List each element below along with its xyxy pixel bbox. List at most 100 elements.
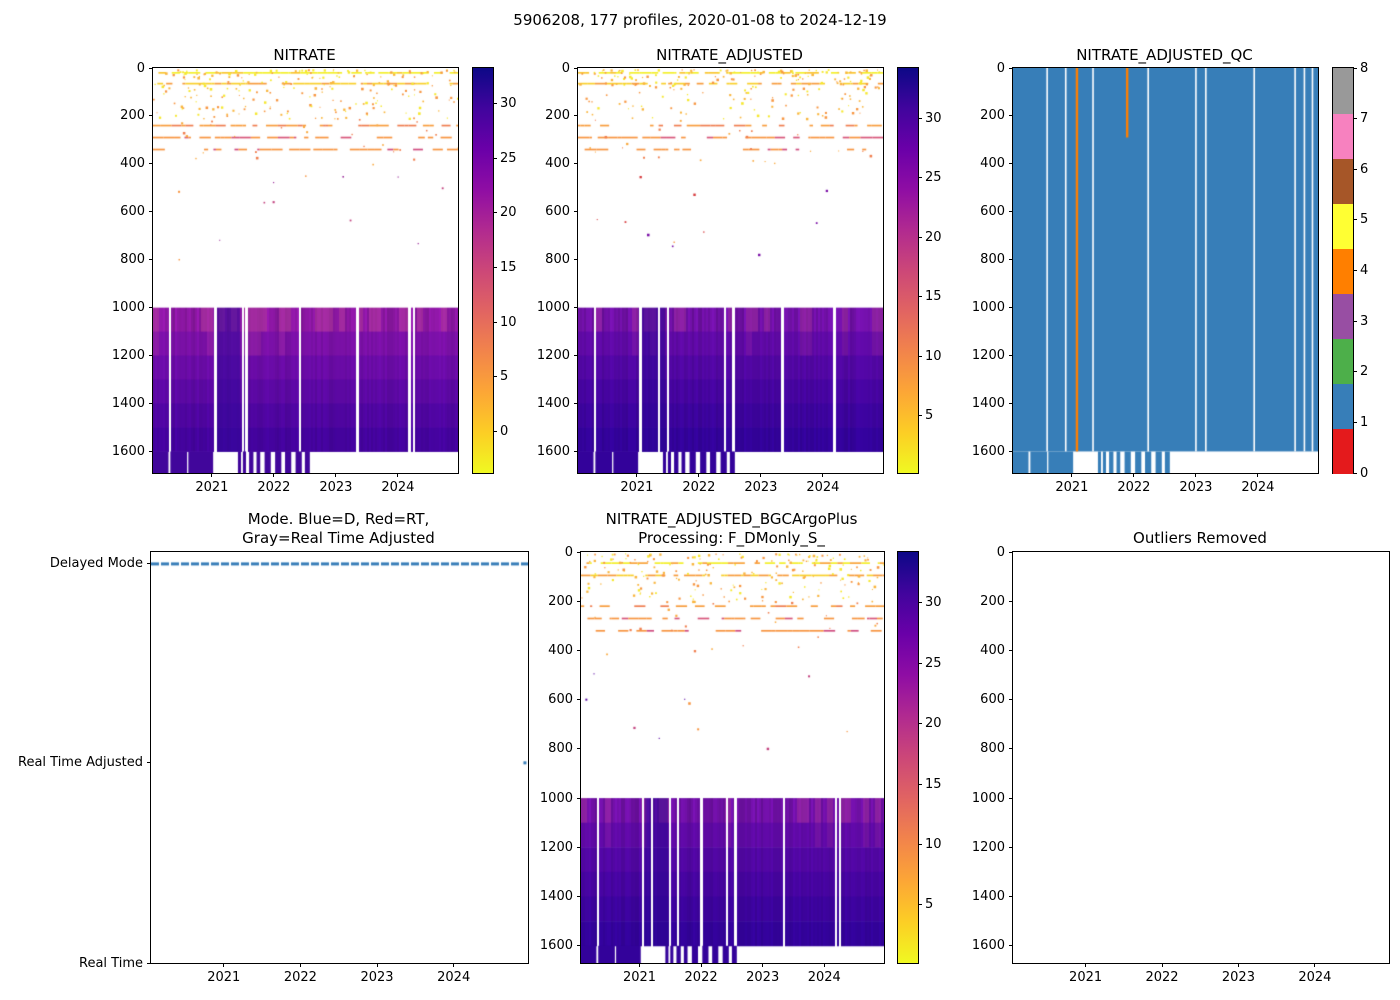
colorbar-tick	[1353, 219, 1357, 221]
y-tick-label: 0	[996, 60, 1005, 76]
y-tick-label: 1400	[971, 396, 1005, 411]
plot-title-nitrate: NITRATE	[273, 46, 336, 64]
colorbar-tick	[1353, 320, 1357, 322]
x-tick-label: 2022	[257, 480, 291, 495]
y-tick-label: 1400	[111, 396, 145, 411]
x-tick	[639, 963, 640, 967]
y-tick	[574, 355, 578, 357]
y-tick-label: 1400	[539, 889, 573, 905]
plot-area-mode: 2021 2022 2023 2024 Delayed Mode Real Time Ad…	[18, 551, 529, 985]
y-tick	[1009, 355, 1013, 357]
y-tick	[1009, 450, 1013, 452]
colorbar-tick	[1353, 472, 1357, 474]
y-tick	[149, 163, 153, 165]
x-tick-label: 2021	[1069, 970, 1103, 985]
x-tick	[453, 963, 455, 967]
y-tick	[577, 896, 581, 898]
x-tick	[636, 473, 638, 477]
plot-area-nitrate-adjusted: 2021 2022 2023 2024 0 200 400 600 800 1000 1200 140…	[537, 61, 884, 495]
y-tick	[1009, 649, 1013, 651]
y-tick-label: 600	[545, 204, 570, 220]
y-tick	[1009, 797, 1013, 799]
colorbar-tick	[918, 296, 922, 298]
y-category-label: Real Time Adjusted	[18, 755, 143, 771]
colorbar-tick	[918, 236, 922, 238]
x-tick	[698, 473, 700, 477]
y-tick	[574, 259, 578, 261]
plot-area-nitrate: 2021 2022 2023 2024 0 200 400 600 800 1000 1200 140…	[112, 61, 459, 495]
plot-title-bgcargoplus: NITRATE_ADJUSTED_BGCArgoPlus Processing:…	[605, 510, 858, 547]
colorbar-tick-label: 0	[500, 423, 509, 439]
colorbar-tick	[918, 904, 922, 906]
colorbar-tick-label: 20	[925, 229, 942, 245]
plot-area-outliers-removed: 2021 2022 2023 2024 0 200 400 600 800 1000 1200 140…	[972, 545, 1390, 985]
colorbar-qc-flags: 0 1 2 3 4 5 6 7 8	[1332, 61, 1368, 481]
y-tick-label: 0	[996, 544, 1005, 560]
y-tick	[149, 450, 153, 452]
x-tick-label: 2024	[381, 480, 415, 495]
y-tick	[147, 563, 151, 565]
y-tick-label: 400	[548, 642, 573, 658]
y-tick	[1009, 699, 1013, 701]
y-category-label: Delayed Mode	[49, 556, 143, 572]
y-tick-label: 600	[980, 204, 1005, 220]
y-tick-label: 800	[548, 741, 573, 757]
x-tick-label: 2023	[360, 970, 394, 985]
y-tick-label: 1000	[111, 300, 145, 316]
y-tick-label: 400	[545, 156, 570, 172]
y-tick	[149, 403, 153, 404]
colorbar-tick-label: 2	[1360, 364, 1369, 380]
x-tick	[299, 963, 301, 967]
colorbar-tick-label: 8	[1360, 60, 1369, 76]
x-tick-label: 2022	[1145, 970, 1179, 985]
x-tick	[1071, 473, 1073, 477]
colorbar-tick	[1353, 270, 1357, 271]
y-category-label: Real Time	[79, 955, 143, 971]
colorbar-tick	[493, 103, 497, 105]
colorbar-tick-label: 30	[500, 96, 517, 112]
colorbar-tick-label: 5	[1360, 212, 1369, 228]
qc-flag-color-7	[1333, 113, 1353, 159]
x-tick-label: 2022	[283, 970, 317, 985]
y-tick	[147, 762, 151, 764]
y-tick-label: 1000	[539, 790, 573, 806]
y-tick	[577, 600, 581, 602]
colorbar-nitrate-adjusted: 30 25 20 15 10 5	[897, 67, 942, 474]
outliers_removed-canvas	[1013, 552, 1389, 963]
y-tick-label: 0	[561, 60, 570, 76]
colorbar-tick-label: 10	[500, 314, 517, 330]
y-tick	[1009, 259, 1013, 261]
colorbar-tick	[493, 267, 497, 268]
colorbar-tick	[493, 430, 497, 432]
qc-flag-color-6	[1333, 158, 1353, 204]
colorbar-tick	[918, 662, 922, 664]
y-tick	[577, 846, 581, 848]
y-tick	[574, 211, 578, 213]
y-tick-label: 400	[980, 156, 1005, 172]
qc-flag-color-2	[1333, 338, 1353, 384]
y-tick-label: 800	[120, 252, 145, 268]
qc-flag-color-1	[1333, 383, 1353, 429]
y-tick	[1009, 163, 1013, 165]
y-tick	[1009, 846, 1013, 848]
colorbar-tick-label: 3	[1360, 313, 1369, 329]
colorbar-tick	[918, 415, 922, 417]
x-tick	[823, 963, 825, 967]
figure-suptitle: 5906208, 177 profiles, 2020-01-08 to 202…	[513, 11, 887, 29]
y-tick-label: 800	[545, 252, 570, 268]
plot-title-nitrate-adjusted-qc: NITRATE_ADJUSTED_QC	[1076, 46, 1253, 64]
x-tick	[760, 473, 762, 477]
colorbar-bgcargoplus: 30 25 20 15 10 5	[897, 551, 942, 964]
y-tick	[1009, 211, 1013, 213]
y-tick-label: 1200	[536, 348, 570, 364]
colorbar-nitrate: 30 25 20 15 10 5 0	[472, 67, 517, 474]
x-tick	[822, 473, 824, 477]
x-tick-label: 2023	[1179, 480, 1213, 495]
y-tick	[1009, 748, 1013, 750]
x-tick	[1314, 963, 1316, 967]
y-tick-label: 1600	[536, 443, 570, 459]
colorbar-tick	[1353, 168, 1357, 170]
x-tick	[376, 963, 378, 967]
nitrate_adjusted_bgcargoplus-canvas	[581, 552, 884, 963]
colorbar-tick	[493, 157, 497, 159]
